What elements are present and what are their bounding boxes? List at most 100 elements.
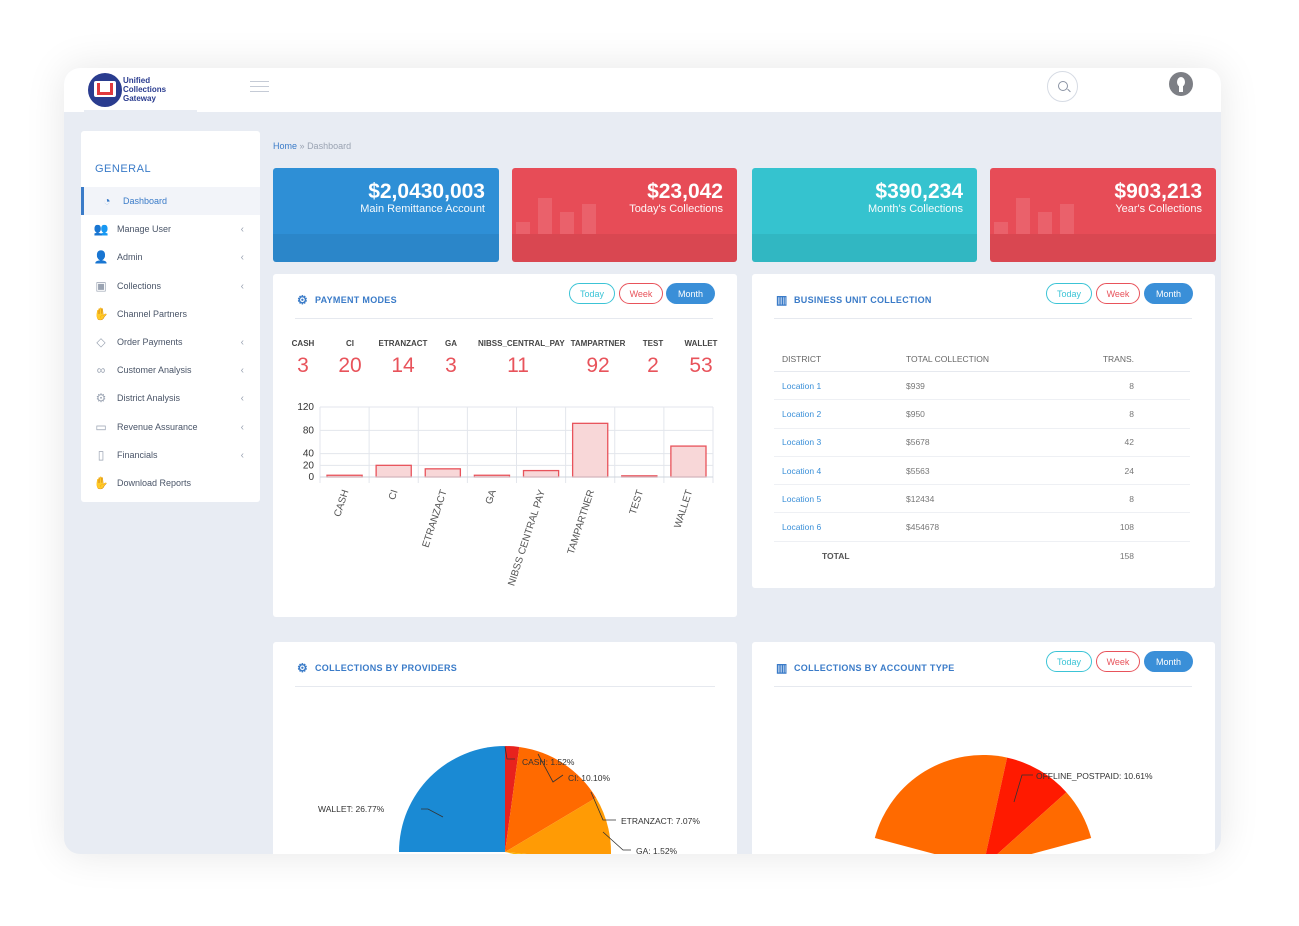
pie-slice-ga[interactable] [505,852,611,854]
payment-mode-value: 3 [297,354,309,377]
bar-wallet[interactable] [670,445,707,478]
filter-today-button[interactable]: Today [569,283,615,304]
chevron-left-icon[interactable]: ‹ [240,224,244,236]
filter-week-button[interactable]: Week [619,283,663,304]
pie-slice-wallet[interactable] [399,746,505,852]
payment-mode-summary: GA 3 [411,339,491,378]
payment-mode-label: CI [346,339,354,348]
column-header[interactable]: DISTRICT [782,353,822,364]
sidebar-item-label: Dashboard [123,196,168,207]
business-unit-table: DISTRICT TOTAL COLLECTION TRANS. Location 1… [774,346,1190,570]
column-header[interactable]: TRANS. [1102,353,1134,364]
at-filter-month-button[interactable]: Month [1144,651,1193,672]
payment-mode-label: NIBSS_CENTRAL_PAY [478,339,565,348]
sidebar-item-label: Customer Analysis [117,365,192,376]
logo-icon[interactable] [88,73,122,107]
card-icon: ▭ [95,419,107,434]
chevron-left-icon[interactable]: ‹ [240,421,244,433]
bu-filter-week-button[interactable]: Week [1096,283,1140,304]
location-link[interactable]: Location 4 [782,465,822,476]
sidebar-item-order-payments[interactable]: ◇ Order Payments ‹ [81,328,260,356]
breadcrumb-home[interactable]: Home [273,141,298,151]
payment-modes-card: ⚙ PAYMENT MODES Today Week Month CASH 3 CI 2… [273,274,737,617]
sidebar-item-label: Admin [117,252,143,263]
payment-mode-value: 11 [507,354,529,377]
stat-label: Month's Collections [867,203,963,215]
y-tick-label: 120 [297,402,314,413]
chevron-left-icon[interactable]: ‹ [240,449,244,461]
location-link[interactable]: Location 1 [782,380,822,391]
bar-etranzact[interactable] [424,468,462,478]
filter-month-button[interactable]: Month [666,283,715,304]
breadcrumb: Home » Dashboard [273,141,352,151]
sidebar-item-district-analysis[interactable]: ⚙ District Analysis ‹ [81,384,260,412]
stat-tile[interactable]: $903,213 Year's Collections [990,168,1216,262]
column-header[interactable]: TOTAL COLLECTION [906,353,989,364]
sidebar-item-dashboard[interactable]: ◔ Dashboard [81,187,260,216]
pie-slice-other2[interactable] [983,792,1092,854]
pie-label-offline-postpaid: OFFLINE_POSTPAID: 10.61% [1036,771,1153,781]
business-unit-title: ▥ BUSINESS UNIT COLLECTION [776,293,932,307]
sidebar-heading: GENERAL [95,163,152,175]
stat-value: $2,0430,003 [368,180,485,203]
sidebar-item-channel-partners[interactable]: ✋ Channel Partners [81,300,260,328]
at-filter-week-button[interactable]: Week [1096,651,1140,672]
menu-toggle-icon[interactable] [250,81,269,93]
pie-slice-other[interactable] [874,755,1008,854]
table-row: Location 3 $5678 42 [774,429,1190,457]
sidebar-item-customer-analysis[interactable]: ∞ Customer Analysis ‹ [81,356,260,384]
bar-ci[interactable] [375,464,412,478]
table-cell: $5563 [906,465,930,476]
sidebar-item-label: Revenue Assurance [117,421,198,432]
pie-label-wallet: WALLET: 26.77% [318,804,385,814]
admin-icon: 👤 [93,250,109,265]
search-button[interactable] [1047,71,1078,102]
payment-mode-summary: TEST 2 [613,339,693,378]
sidebar-item-admin[interactable]: 👤 Admin ‹ [81,243,260,271]
chevron-left-icon[interactable]: ‹ [240,336,244,348]
stat-label: Year's Collections [1115,203,1202,215]
chevron-left-icon[interactable]: ‹ [240,393,244,405]
download-icon: ✋ [93,475,109,490]
account-type-title: ▥ COLLECTIONS BY ACCOUNT TYPE [776,661,955,675]
sidebar-item-download-reports[interactable]: ✋ Download Reports [81,469,260,497]
sidebar-item-collections[interactable]: ▣ Collections ‹ [81,272,260,300]
sidebar-item-financials[interactable]: ▯ Financials ‹ [81,441,260,469]
sidebar-item-revenue-assurance[interactable]: ▭ Revenue Assurance ‹ [81,413,260,441]
location-link[interactable]: Location 5 [782,493,822,504]
user-avatar[interactable] [1169,72,1193,96]
bar-tampartner[interactable] [571,422,609,478]
chevron-left-icon[interactable]: ‹ [240,252,244,264]
pie-slice-cash[interactable] [505,746,520,852]
payment-mode-summary: WALLET 53 [661,339,737,378]
bu-filter-month-button[interactable]: Month [1144,283,1193,304]
stat-tile[interactable]: $390,234 Month's Collections [752,168,977,262]
brand-name: Unified Collections Gateway [123,76,167,103]
chevron-left-icon[interactable]: ‹ [240,280,244,292]
pie-slice-etranzact[interactable] [505,797,611,854]
stat-tile[interactable]: $23,042 Today's Collections [512,168,737,262]
location-link[interactable]: Location 3 [782,437,822,448]
table-row: Location 5 $12434 8 [774,485,1190,514]
payment-mode-label: ETRANZACT [378,339,428,348]
pie-label-ga: GA: 1.52% [636,846,678,854]
dashboard-icon: ◔ [103,194,111,209]
chevron-left-icon[interactable]: ‹ [240,365,244,377]
pie-label-etranzact: ETRANZACT: 7.07% [621,816,700,826]
stat-value: $390,234 [875,180,963,203]
bu-filter-today-button[interactable]: Today [1046,283,1092,304]
pie-slice-ci[interactable] [505,746,597,852]
handshake-icon: ✋ [93,306,109,321]
at-filter-today-button[interactable]: Today [1046,651,1092,672]
users-icon: 👥 [93,222,109,237]
sidebar-item-manage-user[interactable]: 👥 Manage User ‹ [81,215,260,243]
location-link[interactable]: Location 6 [782,522,822,533]
table-cell: 8 [1129,493,1134,504]
payment-mode-summary: TAMPARTNER 92 [558,339,638,378]
y-tick-label: 80 [303,425,315,436]
pie-slice-offline_postpaid[interactable] [983,757,1067,854]
table-cell: 8 [1129,380,1134,391]
bar-nibss-central-pay[interactable] [522,469,560,478]
location-link[interactable]: Location 2 [782,408,822,419]
stat-tile[interactable]: $2,0430,003 Main Remittance Account [273,168,499,262]
